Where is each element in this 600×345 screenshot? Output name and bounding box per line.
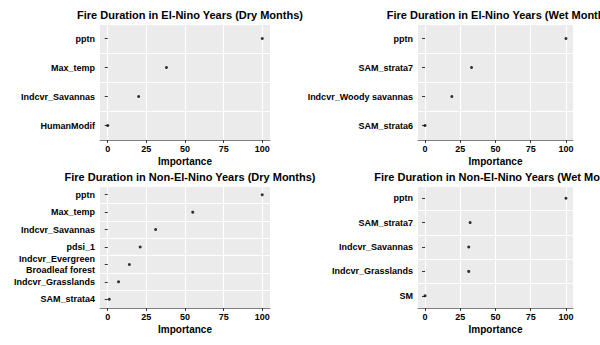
svg-text:Indcvr_Evergreen: Indcvr_Evergreen <box>19 254 95 264</box>
svg-text:50: 50 <box>180 144 190 154</box>
svg-text:0: 0 <box>423 144 428 154</box>
svg-text:Importance: Importance <box>158 324 212 335</box>
svg-text:0: 0 <box>105 144 110 154</box>
svg-text:75: 75 <box>526 144 536 154</box>
svg-text:SAM_strata7: SAM_strata7 <box>358 63 413 73</box>
svg-text:pptn: pptn <box>394 193 414 203</box>
svg-text:50: 50 <box>490 312 500 322</box>
svg-text:100: 100 <box>558 144 573 154</box>
svg-text:pptn: pptn <box>394 34 414 44</box>
svg-text:pptn: pptn <box>76 34 96 44</box>
svg-text:SAM_strata4: SAM_strata4 <box>40 294 95 304</box>
svg-text:Indcvr_Savannas: Indcvr_Savannas <box>21 92 95 102</box>
svg-text:Fire Duration in El-Nino Years: Fire Duration in El-Nino Years (Dry Mont… <box>77 9 303 21</box>
svg-text:Importance: Importance <box>158 156 212 167</box>
svg-text:pdsi_1: pdsi_1 <box>66 242 95 252</box>
svg-text:pptn: pptn <box>76 190 96 200</box>
svg-text:Importance: Importance <box>469 156 523 167</box>
svg-text:75: 75 <box>219 144 229 154</box>
svg-text:25: 25 <box>455 312 465 322</box>
svg-text:HumanModif: HumanModif <box>41 121 96 131</box>
svg-text:50: 50 <box>490 144 500 154</box>
svg-text:Indcvr_Savannas: Indcvr_Savannas <box>21 225 95 235</box>
svg-text:Indcvr_Grasslands: Indcvr_Grasslands <box>14 277 95 287</box>
svg-text:Broadleaf forest: Broadleaf forest <box>26 265 95 275</box>
svg-text:Importance: Importance <box>469 324 523 335</box>
svg-text:Max_temp: Max_temp <box>51 207 96 217</box>
svg-text:25: 25 <box>141 144 151 154</box>
svg-text:Max_temp: Max_temp <box>51 63 96 73</box>
svg-text:25: 25 <box>455 144 465 154</box>
svg-text:Indcvr_Savannas: Indcvr_Savannas <box>339 242 413 252</box>
svg-text:SM: SM <box>400 291 414 301</box>
svg-text:0: 0 <box>105 312 110 322</box>
svg-text:75: 75 <box>219 312 229 322</box>
svg-text:100: 100 <box>255 312 270 322</box>
svg-text:100: 100 <box>255 144 270 154</box>
svg-text:50: 50 <box>180 312 190 322</box>
svg-text:100: 100 <box>558 312 573 322</box>
svg-text:Fire Duration in Non-El-Nino Y: Fire Duration in Non-El-Nino Years (Wet … <box>374 171 600 183</box>
svg-text:SAM_strata6: SAM_strata6 <box>358 121 413 131</box>
svg-text:SAM_strata7: SAM_strata7 <box>358 218 413 228</box>
svg-text:Fire Duration in El-Nino Years: Fire Duration in El-Nino Years (Wet Mont… <box>387 9 600 21</box>
svg-text:Indcvr_Grasslands: Indcvr_Grasslands <box>332 266 413 276</box>
svg-text:25: 25 <box>141 312 151 322</box>
svg-text:0: 0 <box>423 312 428 322</box>
svg-text:Indcvr_Woody savannas: Indcvr_Woody savannas <box>308 92 413 102</box>
svg-text:Fire Duration in Non-El-Nino Y: Fire Duration in Non-El-Nino Years (Dry … <box>65 171 316 183</box>
svg-text:75: 75 <box>526 312 536 322</box>
